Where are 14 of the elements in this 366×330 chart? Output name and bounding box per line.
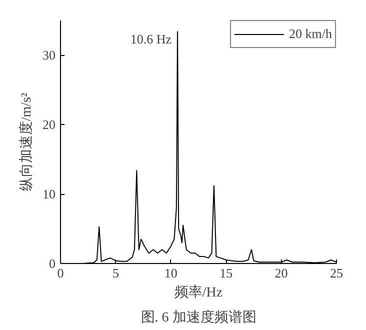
y-tick-label: 20 <box>42 117 56 132</box>
x-tick-label: 5 <box>112 266 119 280</box>
annotation: 10.6 Hz <box>130 32 172 47</box>
y-axis-title: 纵向加速度/m/s² <box>18 92 34 192</box>
x-tick-label: 20 <box>274 266 288 280</box>
y-tick-label: 0 <box>49 256 56 271</box>
y-tick-label: 30 <box>42 48 56 63</box>
text: 图. 6 加速度频谱图 <box>140 310 256 326</box>
x-tick-label: 25 <box>330 266 343 280</box>
y-tick-label: 10 <box>42 186 56 202</box>
x-tick-label: 15 <box>220 266 233 280</box>
x-tick-label: 10 <box>164 266 178 280</box>
legend-label: 20 km/h <box>289 26 332 42</box>
x-axis-title: 频率/Hz <box>174 284 223 300</box>
